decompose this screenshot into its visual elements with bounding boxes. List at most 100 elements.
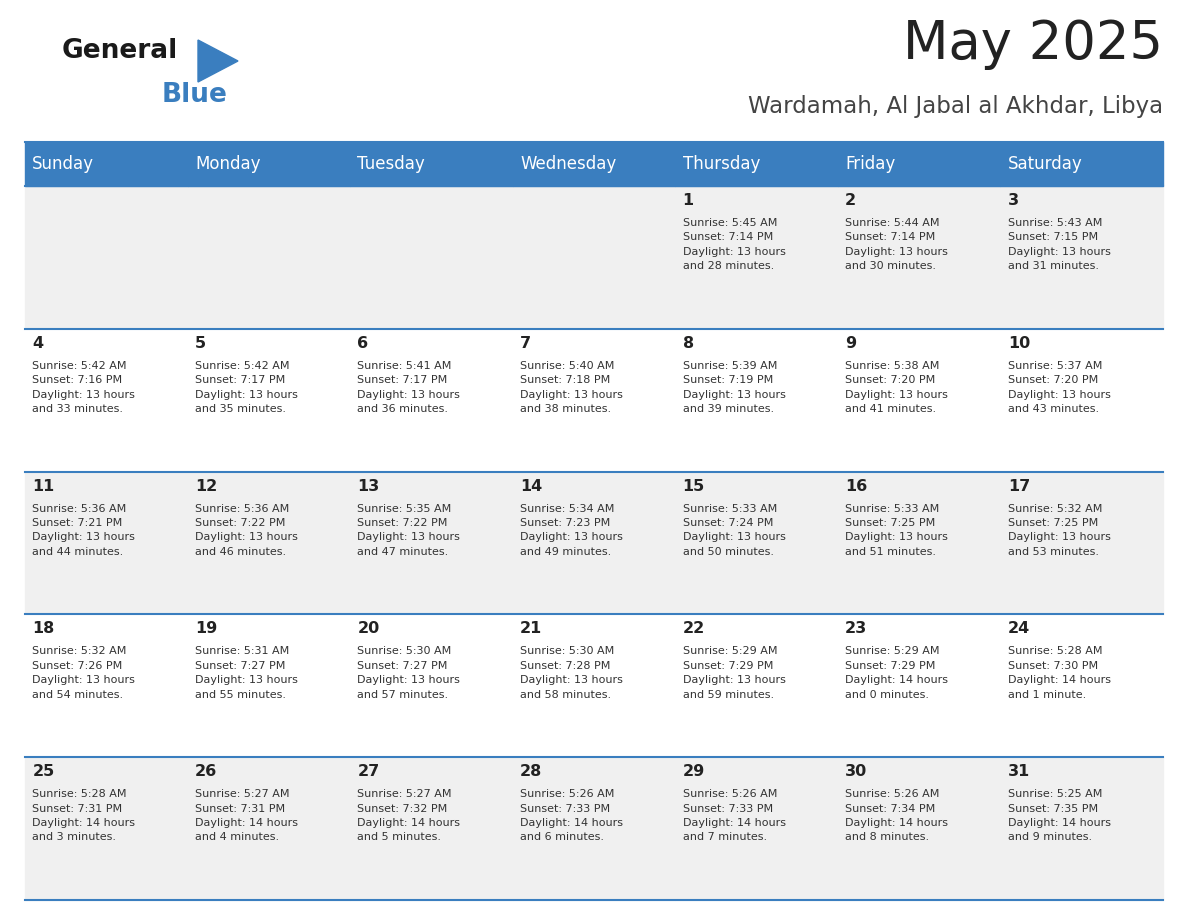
Bar — [1000, 186, 1163, 329]
Text: 3: 3 — [1007, 193, 1019, 208]
Bar — [675, 614, 838, 757]
Text: 21: 21 — [520, 621, 542, 636]
Bar — [675, 472, 838, 614]
Text: Sunrise: 5:32 AM
Sunset: 7:26 PM
Daylight: 13 hours
and 54 minutes.: Sunrise: 5:32 AM Sunset: 7:26 PM Dayligh… — [32, 646, 135, 700]
Text: 11: 11 — [32, 478, 55, 494]
Bar — [188, 142, 350, 186]
Bar — [838, 329, 1000, 472]
Text: 23: 23 — [845, 621, 867, 636]
Bar — [188, 757, 350, 900]
Bar — [838, 757, 1000, 900]
Text: Sunrise: 5:43 AM
Sunset: 7:15 PM
Daylight: 13 hours
and 31 minutes.: Sunrise: 5:43 AM Sunset: 7:15 PM Dayligh… — [1007, 218, 1111, 271]
Text: 10: 10 — [1007, 336, 1030, 351]
Bar — [838, 186, 1000, 329]
Text: Monday: Monday — [195, 155, 260, 173]
Text: 12: 12 — [195, 478, 217, 494]
Text: Tuesday: Tuesday — [358, 155, 425, 173]
Text: Sunrise: 5:39 AM
Sunset: 7:19 PM
Daylight: 13 hours
and 39 minutes.: Sunrise: 5:39 AM Sunset: 7:19 PM Dayligh… — [683, 361, 785, 414]
Text: Sunrise: 5:29 AM
Sunset: 7:29 PM
Daylight: 14 hours
and 0 minutes.: Sunrise: 5:29 AM Sunset: 7:29 PM Dayligh… — [845, 646, 948, 700]
Text: Sunrise: 5:33 AM
Sunset: 7:25 PM
Daylight: 13 hours
and 51 minutes.: Sunrise: 5:33 AM Sunset: 7:25 PM Dayligh… — [845, 504, 948, 557]
Bar — [188, 472, 350, 614]
Text: Sunrise: 5:27 AM
Sunset: 7:31 PM
Daylight: 14 hours
and 4 minutes.: Sunrise: 5:27 AM Sunset: 7:31 PM Dayligh… — [195, 789, 298, 843]
Bar — [25, 472, 188, 614]
Bar — [513, 614, 675, 757]
Bar — [350, 757, 513, 900]
Text: Sunrise: 5:31 AM
Sunset: 7:27 PM
Daylight: 13 hours
and 55 minutes.: Sunrise: 5:31 AM Sunset: 7:27 PM Dayligh… — [195, 646, 298, 700]
Bar — [25, 757, 188, 900]
Text: Sunrise: 5:42 AM
Sunset: 7:17 PM
Daylight: 13 hours
and 35 minutes.: Sunrise: 5:42 AM Sunset: 7:17 PM Dayligh… — [195, 361, 298, 414]
Bar — [1000, 757, 1163, 900]
Text: 20: 20 — [358, 621, 380, 636]
Bar — [513, 329, 675, 472]
Text: Sunrise: 5:33 AM
Sunset: 7:24 PM
Daylight: 13 hours
and 50 minutes.: Sunrise: 5:33 AM Sunset: 7:24 PM Dayligh… — [683, 504, 785, 557]
Text: 30: 30 — [845, 764, 867, 779]
Text: Sunrise: 5:45 AM
Sunset: 7:14 PM
Daylight: 13 hours
and 28 minutes.: Sunrise: 5:45 AM Sunset: 7:14 PM Dayligh… — [683, 218, 785, 271]
Text: Sunrise: 5:42 AM
Sunset: 7:16 PM
Daylight: 13 hours
and 33 minutes.: Sunrise: 5:42 AM Sunset: 7:16 PM Dayligh… — [32, 361, 135, 414]
Text: 17: 17 — [1007, 478, 1030, 494]
Text: Sunrise: 5:32 AM
Sunset: 7:25 PM
Daylight: 13 hours
and 53 minutes.: Sunrise: 5:32 AM Sunset: 7:25 PM Dayligh… — [1007, 504, 1111, 557]
Text: Friday: Friday — [845, 155, 896, 173]
Text: 29: 29 — [683, 764, 704, 779]
Text: 26: 26 — [195, 764, 217, 779]
Text: 22: 22 — [683, 621, 704, 636]
Bar — [188, 186, 350, 329]
Bar — [838, 614, 1000, 757]
Text: General: General — [62, 38, 178, 64]
Text: Sunrise: 5:35 AM
Sunset: 7:22 PM
Daylight: 13 hours
and 47 minutes.: Sunrise: 5:35 AM Sunset: 7:22 PM Dayligh… — [358, 504, 460, 557]
Text: Sunrise: 5:41 AM
Sunset: 7:17 PM
Daylight: 13 hours
and 36 minutes.: Sunrise: 5:41 AM Sunset: 7:17 PM Dayligh… — [358, 361, 460, 414]
Text: Wardamah, Al Jabal al Akhdar, Libya: Wardamah, Al Jabal al Akhdar, Libya — [748, 95, 1163, 118]
Text: Sunrise: 5:28 AM
Sunset: 7:31 PM
Daylight: 14 hours
and 3 minutes.: Sunrise: 5:28 AM Sunset: 7:31 PM Dayligh… — [32, 789, 135, 843]
Bar — [838, 472, 1000, 614]
Text: Sunrise: 5:26 AM
Sunset: 7:33 PM
Daylight: 14 hours
and 6 minutes.: Sunrise: 5:26 AM Sunset: 7:33 PM Dayligh… — [520, 789, 623, 843]
Text: 27: 27 — [358, 764, 380, 779]
Bar — [675, 757, 838, 900]
Text: Sunrise: 5:26 AM
Sunset: 7:34 PM
Daylight: 14 hours
and 8 minutes.: Sunrise: 5:26 AM Sunset: 7:34 PM Dayligh… — [845, 789, 948, 843]
Text: 14: 14 — [520, 478, 542, 494]
Text: Sunrise: 5:36 AM
Sunset: 7:21 PM
Daylight: 13 hours
and 44 minutes.: Sunrise: 5:36 AM Sunset: 7:21 PM Dayligh… — [32, 504, 135, 557]
Bar — [350, 614, 513, 757]
Bar — [513, 757, 675, 900]
Bar — [25, 142, 188, 186]
Text: Sunrise: 5:36 AM
Sunset: 7:22 PM
Daylight: 13 hours
and 46 minutes.: Sunrise: 5:36 AM Sunset: 7:22 PM Dayligh… — [195, 504, 298, 557]
Bar — [513, 142, 675, 186]
Polygon shape — [198, 40, 238, 82]
Text: 16: 16 — [845, 478, 867, 494]
Text: 4: 4 — [32, 336, 44, 351]
Text: Blue: Blue — [162, 82, 228, 108]
Text: Sunrise: 5:29 AM
Sunset: 7:29 PM
Daylight: 13 hours
and 59 minutes.: Sunrise: 5:29 AM Sunset: 7:29 PM Dayligh… — [683, 646, 785, 700]
Bar — [350, 329, 513, 472]
Bar — [838, 142, 1000, 186]
Text: Sunrise: 5:28 AM
Sunset: 7:30 PM
Daylight: 14 hours
and 1 minute.: Sunrise: 5:28 AM Sunset: 7:30 PM Dayligh… — [1007, 646, 1111, 700]
Bar — [188, 329, 350, 472]
Text: Sunrise: 5:30 AM
Sunset: 7:28 PM
Daylight: 13 hours
and 58 minutes.: Sunrise: 5:30 AM Sunset: 7:28 PM Dayligh… — [520, 646, 623, 700]
Text: 8: 8 — [683, 336, 694, 351]
Text: 31: 31 — [1007, 764, 1030, 779]
Text: 9: 9 — [845, 336, 857, 351]
Bar — [25, 186, 188, 329]
Bar — [350, 472, 513, 614]
Text: May 2025: May 2025 — [903, 18, 1163, 70]
Bar — [513, 472, 675, 614]
Text: 6: 6 — [358, 336, 368, 351]
Bar — [1000, 329, 1163, 472]
Text: 5: 5 — [195, 336, 206, 351]
Bar — [188, 614, 350, 757]
Text: 25: 25 — [32, 764, 55, 779]
Text: Sunrise: 5:25 AM
Sunset: 7:35 PM
Daylight: 14 hours
and 9 minutes.: Sunrise: 5:25 AM Sunset: 7:35 PM Dayligh… — [1007, 789, 1111, 843]
Text: 18: 18 — [32, 621, 55, 636]
Text: 7: 7 — [520, 336, 531, 351]
Bar — [675, 142, 838, 186]
Text: 24: 24 — [1007, 621, 1030, 636]
Text: Sunday: Sunday — [32, 155, 94, 173]
Bar — [350, 186, 513, 329]
Bar — [25, 614, 188, 757]
Bar — [1000, 614, 1163, 757]
Text: Sunrise: 5:40 AM
Sunset: 7:18 PM
Daylight: 13 hours
and 38 minutes.: Sunrise: 5:40 AM Sunset: 7:18 PM Dayligh… — [520, 361, 623, 414]
Text: 28: 28 — [520, 764, 542, 779]
Text: Sunrise: 5:34 AM
Sunset: 7:23 PM
Daylight: 13 hours
and 49 minutes.: Sunrise: 5:34 AM Sunset: 7:23 PM Dayligh… — [520, 504, 623, 557]
Text: Sunrise: 5:38 AM
Sunset: 7:20 PM
Daylight: 13 hours
and 41 minutes.: Sunrise: 5:38 AM Sunset: 7:20 PM Dayligh… — [845, 361, 948, 414]
Bar — [1000, 142, 1163, 186]
Text: 13: 13 — [358, 478, 380, 494]
Bar — [675, 186, 838, 329]
Bar — [25, 329, 188, 472]
